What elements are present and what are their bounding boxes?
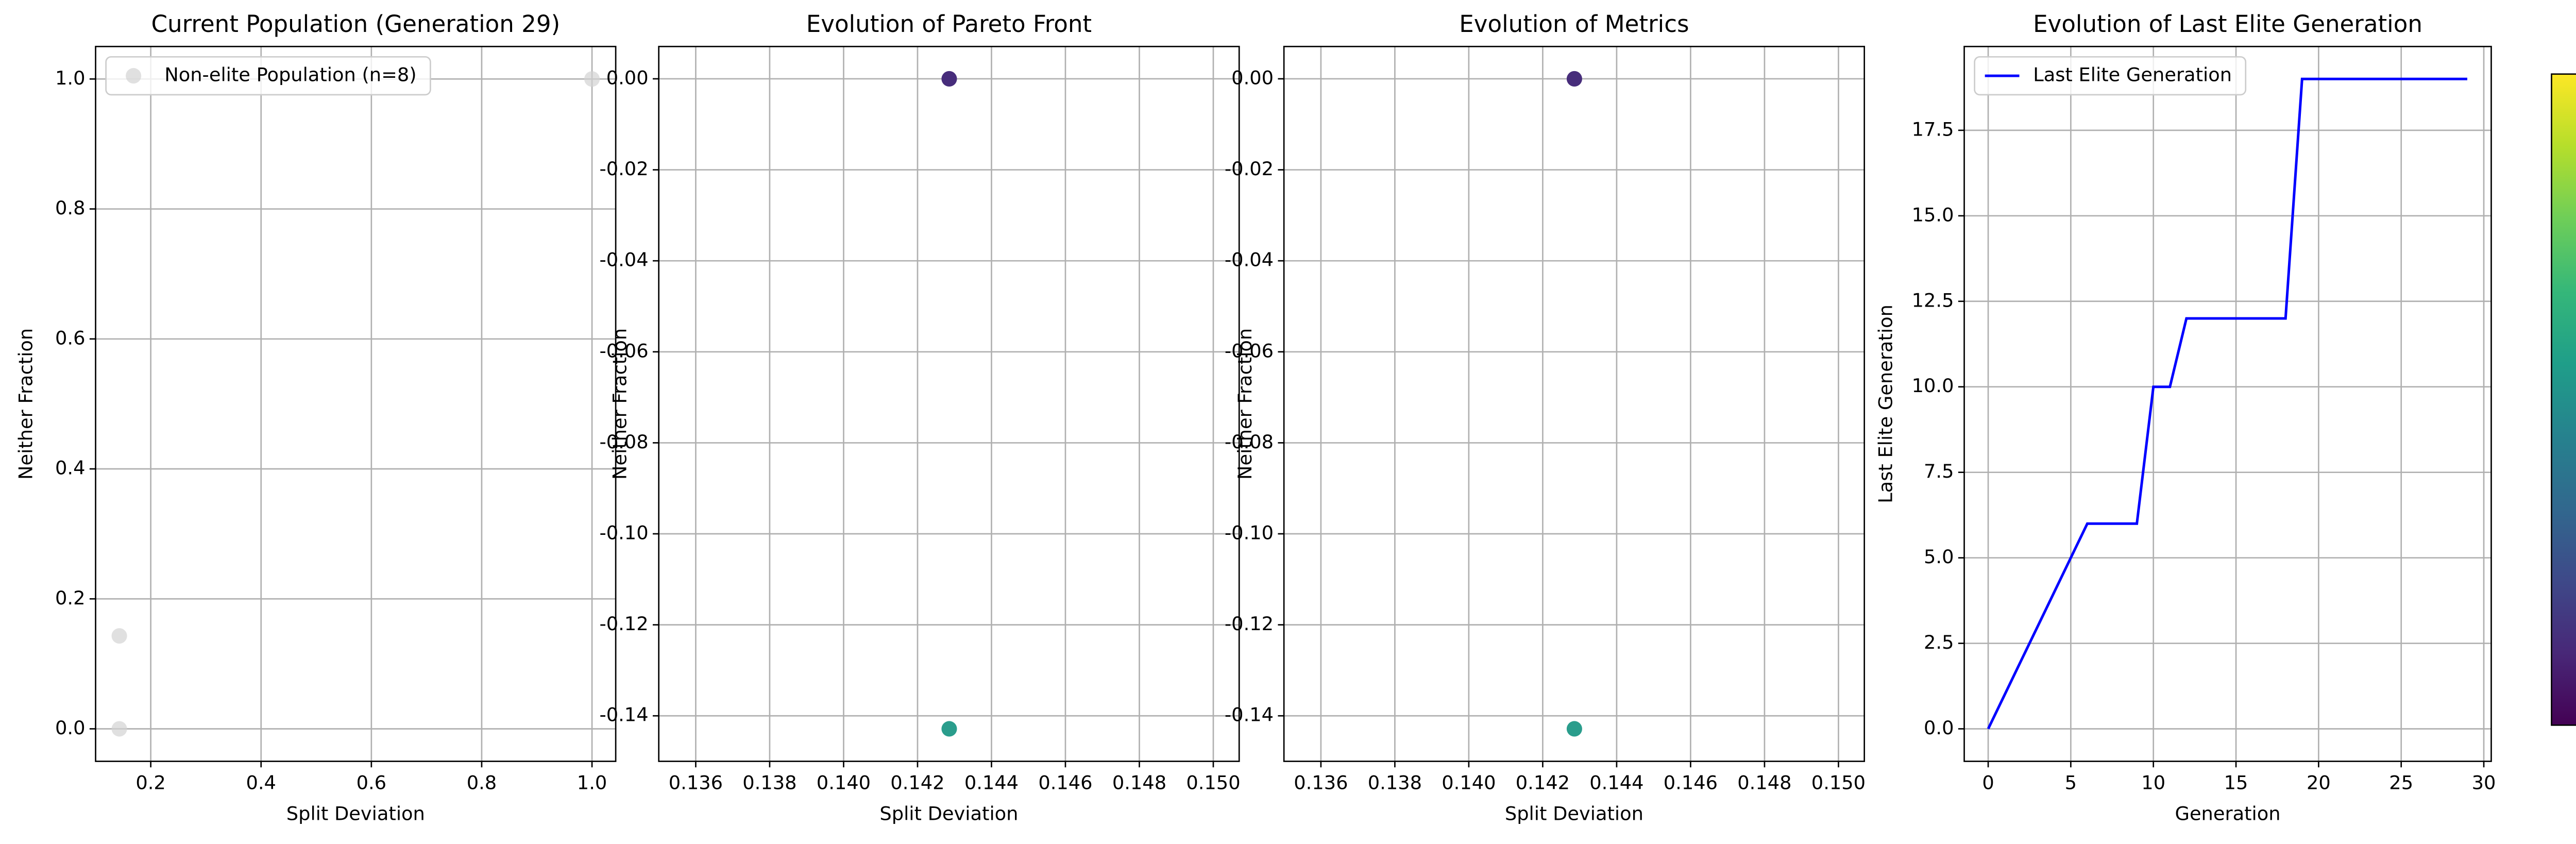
axes-frame — [95, 45, 617, 762]
y-tick-label: 2.5 — [1924, 631, 1954, 653]
y-tick-label: -0.06 — [1225, 340, 1274, 362]
legend-label: Non-elite Population (n=8) — [164, 64, 416, 86]
y-tick-label: 1.0 — [55, 67, 85, 89]
legend-marker — [126, 68, 142, 84]
y-axis-label: Neither Fraction — [1234, 328, 1256, 480]
x-tick-label: 0.136 — [1294, 772, 1348, 794]
legend: Non-elite Population (n=8) — [105, 56, 431, 96]
x-axis-label: Split Deviation — [879, 803, 1018, 825]
colorbar-frame — [2551, 73, 2576, 726]
x-tick-label: 15 — [2224, 772, 2248, 794]
axes-frame — [1283, 45, 1866, 762]
y-tick-label: -0.02 — [1225, 158, 1274, 180]
x-axis-label: Split Deviation — [1505, 803, 1643, 825]
legend-frame — [105, 56, 431, 96]
y-tick-label: -0.14 — [599, 704, 648, 726]
colorbar — [2551, 74, 2576, 725]
x-tick-label: 1.0 — [577, 772, 607, 794]
y-tick-label: 0.2 — [55, 587, 85, 609]
legend-frame — [1974, 56, 2247, 96]
y-tick-label: 0.4 — [55, 457, 85, 479]
y-tick-label: -0.06 — [599, 340, 648, 362]
chart-title: Evolution of Last Elite Generation — [2033, 10, 2422, 38]
axes-frame — [1963, 45, 2492, 762]
y-tick-label: 0.0 — [1924, 717, 1954, 739]
plot-area — [95, 46, 616, 762]
x-axis-label: Split Deviation — [286, 803, 425, 825]
x-tick-label: 0.148 — [1737, 772, 1791, 794]
scatter-point — [941, 71, 957, 87]
y-tick-label: -0.10 — [599, 522, 648, 544]
legend-label: Last Elite Generation — [2033, 64, 2232, 86]
x-tick-label: 0.6 — [357, 772, 386, 794]
y-tick-label: 0.00 — [1231, 66, 1274, 89]
x-tick-label: 20 — [2307, 772, 2331, 794]
y-axis-label: Last Elite Generation — [1875, 305, 1897, 503]
y-tick-label: 12.5 — [1912, 289, 1954, 311]
x-tick-label: 0.140 — [817, 772, 871, 794]
y-tick-label: 15.0 — [1912, 204, 1954, 226]
chart-title: Evolution of Pareto Front — [806, 10, 1092, 38]
x-tick-label: 0.150 — [1186, 772, 1240, 794]
x-tick-label: 0.142 — [890, 772, 944, 794]
x-tick-label: 30 — [2472, 772, 2496, 794]
y-tick-label: 0.0 — [55, 717, 85, 739]
y-tick-label: -0.02 — [599, 158, 648, 180]
y-tick-label: 0.6 — [55, 327, 85, 349]
x-tick-label: 0.140 — [1442, 772, 1496, 794]
y-tick-label: 5.0 — [1924, 546, 1954, 568]
y-tick-label: 17.5 — [1912, 118, 1954, 140]
chart-title: Current Population (Generation 29) — [151, 10, 560, 38]
scatter-point — [111, 721, 127, 737]
x-tick-label: 0.148 — [1112, 772, 1166, 794]
y-axis-label: Neither Fraction — [609, 328, 631, 480]
plot-area — [658, 46, 1240, 762]
x-tick-label: 0.146 — [1038, 772, 1092, 794]
x-tick-label: 0.136 — [669, 772, 723, 794]
plot-area — [1964, 46, 2492, 762]
scatter-point — [941, 721, 957, 737]
y-tick-label: -0.10 — [1225, 522, 1274, 544]
y-tick-label: 0.8 — [55, 197, 85, 219]
x-tick-label: 0.150 — [1811, 772, 1866, 794]
y-tick-label: 10.0 — [1912, 375, 1954, 397]
x-tick-label: 0.138 — [1368, 772, 1422, 794]
y-tick-label: -0.04 — [1225, 249, 1274, 271]
scatter-point — [584, 71, 600, 87]
y-tick-label: -0.08 — [599, 431, 648, 453]
x-tick-label: 0.144 — [964, 772, 1019, 794]
y-tick-label: -0.04 — [599, 249, 648, 271]
x-tick-label: 0.8 — [467, 772, 497, 794]
scatter-point — [1566, 721, 1582, 737]
x-tick-label: 25 — [2389, 772, 2413, 794]
x-tick-label: 0.138 — [742, 772, 796, 794]
y-tick-label: -0.08 — [1225, 431, 1274, 453]
legend: Last Elite Generation — [1974, 56, 2247, 96]
scatter-point — [1566, 71, 1582, 87]
line-series — [1987, 77, 2467, 730]
y-tick-label: 0.00 — [606, 66, 649, 89]
y-tick-label: -0.12 — [599, 613, 648, 635]
chart-title: Evolution of Metrics — [1459, 10, 1689, 38]
x-axis-label: Generation — [2175, 803, 2280, 825]
plot-area — [1284, 46, 1865, 762]
y-tick-label: -0.14 — [1225, 704, 1274, 726]
x-tick-label: 0.4 — [246, 772, 276, 794]
scatter-point — [111, 628, 127, 644]
y-tick-label: -0.12 — [1225, 613, 1274, 635]
axes-frame — [658, 45, 1240, 762]
x-tick-label: 0.142 — [1516, 772, 1570, 794]
x-tick-label: 0.146 — [1664, 772, 1718, 794]
y-tick-label: 7.5 — [1924, 460, 1954, 482]
x-tick-label: 10 — [2141, 772, 2165, 794]
x-tick-label: 0 — [1982, 772, 1994, 794]
x-tick-label: 0.144 — [1589, 772, 1643, 794]
x-tick-label: 5 — [2065, 772, 2077, 794]
x-tick-label: 0.2 — [135, 772, 165, 794]
y-axis-label: Neither Fraction — [14, 328, 37, 480]
